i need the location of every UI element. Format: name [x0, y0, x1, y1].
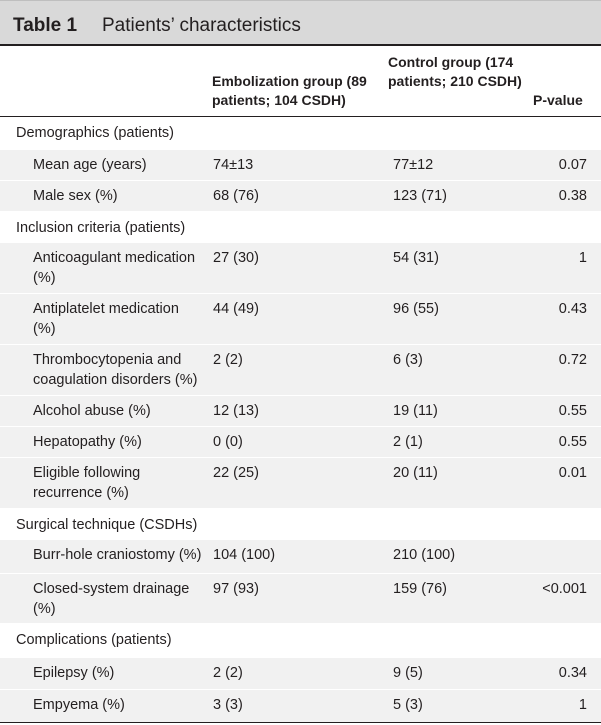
- header-embolization: Embolization group (89 patients; 104 CSD…: [212, 73, 367, 108]
- row-separator: [0, 457, 601, 458]
- cell-control: 6 (3): [393, 352, 423, 368]
- section-label: Complications (patients): [16, 632, 172, 648]
- row-separator: [0, 539, 601, 540]
- section-label: Inclusion criteria (patients): [16, 220, 186, 236]
- cell-pvalue: 0.55: [558, 434, 587, 450]
- cell-embolization: 68 (76): [213, 188, 259, 204]
- table-row: Eligible following recurrence (%) 22 (25)…: [0, 458, 601, 508]
- table-row: Burr-hole craniostomy (%) 104 (100) 210 (1…: [0, 540, 601, 573]
- table-row: Empyema (%) 3 (3) 5 (3) 1: [0, 690, 601, 722]
- table-row: Hepatopathy (%) 0 (0) 2 (1) 0.55: [0, 427, 601, 457]
- cell-pvalue: 0.01: [558, 465, 587, 481]
- row-separator: [0, 426, 601, 427]
- row-label: Alcohol abuse (%): [33, 403, 151, 419]
- header-pvalue: P-value: [533, 92, 583, 108]
- cell-embolization: 0 (0): [213, 434, 243, 450]
- cell-pvalue: 0.38: [558, 188, 587, 204]
- row-separator: [0, 508, 601, 509]
- table-number: Table 1: [13, 15, 78, 36]
- section-row: Demographics (patients): [0, 117, 601, 150]
- cell-control: 96 (55): [393, 301, 439, 317]
- cell-pvalue: 0.72: [558, 352, 587, 368]
- header-control: Control group (174 patients; 210 CSDH): [388, 54, 522, 89]
- row-label: Eligible following recurrence (%): [33, 465, 141, 501]
- cell-embolization: 2 (2): [213, 665, 243, 681]
- row-label: Mean age (years): [33, 157, 147, 173]
- row-label: Thrombocytopenia and coagulation disorde…: [33, 352, 198, 388]
- row-separator: [0, 395, 601, 396]
- table-row: Thrombocytopenia and coagulation disorde…: [0, 345, 601, 395]
- cell-embolization: 104 (100): [213, 547, 276, 563]
- cell-pvalue: 1: [578, 250, 587, 266]
- cell-pvalue: <0.001: [542, 581, 587, 597]
- cell-embolization: 27 (30): [213, 250, 259, 266]
- header-rule: [0, 116, 601, 117]
- row-separator: [0, 211, 601, 212]
- cell-embolization: 74±13: [213, 157, 254, 173]
- section-row: Complications (patients): [0, 624, 601, 657]
- row-separator: [0, 242, 601, 243]
- cell-control: 5 (3): [393, 697, 423, 713]
- table-title: Patients’ characteristics: [102, 15, 301, 36]
- cell-control: 159 (76): [393, 581, 448, 597]
- cell-pvalue: 0.34: [558, 665, 587, 681]
- row-label: Epilepsy (%): [33, 665, 115, 681]
- cell-pvalue: 0.55: [558, 403, 587, 419]
- table-row: Male sex (%) 68 (76) 123 (71) 0.38: [0, 181, 601, 211]
- cell-control: 2 (1): [393, 434, 423, 450]
- row-label: Empyema (%): [33, 697, 125, 713]
- cell-embolization: 22 (25): [213, 465, 259, 481]
- cell-pvalue: 0.43: [558, 301, 587, 317]
- cell-embolization: 3 (3): [213, 697, 243, 713]
- cell-control: 123 (71): [393, 188, 448, 204]
- cell-control: 9 (5): [393, 665, 423, 681]
- section-row: Inclusion criteria (patients): [0, 212, 601, 242]
- table-row: Antiplatelet medication (%) 44 (49) 96 (55…: [0, 294, 601, 344]
- cell-embolization: 2 (2): [213, 352, 243, 368]
- cell-control: 210 (100): [393, 547, 456, 563]
- cell-pvalue: 0.07: [558, 157, 587, 173]
- table-row: Anticoagulant medication (%) 27 (30) 54 (3…: [0, 243, 601, 293]
- table-title-bar: Table 1 Patients’ characteristics: [0, 0, 601, 46]
- table-row: Alcohol abuse (%) 12 (13) 19 (11) 0.55: [0, 396, 601, 426]
- cell-embolization: 97 (93): [213, 581, 259, 597]
- table-row: Closed-system drainage (%) 97 (93) 159 (76…: [0, 574, 601, 623]
- row-label: Hepatopathy (%): [33, 434, 142, 450]
- section-label: Surgical technique (CSDHs): [16, 517, 198, 533]
- row-separator: [0, 293, 601, 294]
- row-label: Anticoagulant medication (%): [33, 250, 196, 286]
- cell-embolization: 44 (49): [213, 301, 259, 317]
- cell-control: 77±12: [393, 157, 434, 173]
- row-separator: [0, 657, 601, 658]
- row-separator: [0, 689, 601, 690]
- row-label: Antiplatelet medication (%): [33, 301, 179, 337]
- section-row: Surgical technique (CSDHs): [0, 509, 601, 539]
- row-separator: [0, 344, 601, 345]
- cell-control: 20 (11): [393, 465, 438, 481]
- row-separator: [0, 180, 601, 181]
- row-label: Closed-system drainage (%): [33, 581, 190, 617]
- cell-embolization: 12 (13): [213, 403, 259, 419]
- row-separator: [0, 623, 601, 624]
- row-separator: [0, 149, 601, 150]
- row-label: Burr-hole craniostomy (%): [33, 547, 202, 563]
- row-label: Male sex (%): [33, 188, 118, 204]
- table-row: Mean age (years) 74±13 77±12 0.07: [0, 150, 601, 180]
- bottom-rule: [0, 722, 601, 723]
- table-row: Epilepsy (%) 2 (2) 9 (5) 0.34: [0, 658, 601, 689]
- cell-control: 19 (11): [393, 403, 438, 419]
- section-label: Demographics (patients): [16, 125, 174, 141]
- cell-control: 54 (31): [393, 250, 439, 266]
- cell-pvalue: 1: [578, 697, 587, 713]
- row-separator: [0, 573, 601, 574]
